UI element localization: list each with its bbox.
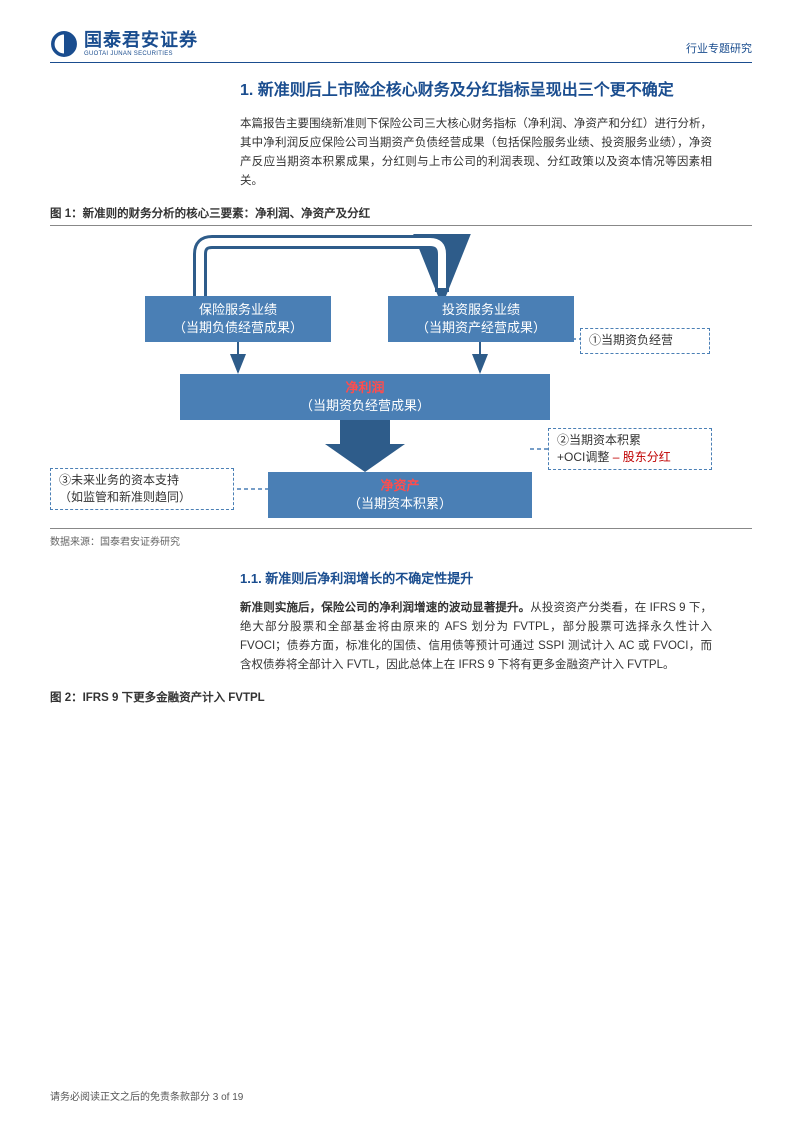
dash3-line1: ③未来业务的资本支持: [59, 472, 225, 489]
diagram-box-net-profit: 净利润 （当期资负经营成果）: [180, 374, 550, 420]
header-category: 行业专题研究: [686, 40, 752, 58]
box2-line1: 投资服务业绩: [396, 301, 566, 319]
box4-line1: 净资产: [276, 477, 524, 495]
figure-1-diagram: 保险服务业绩 （当期负债经营成果） 投资服务业绩 （当期资产经营成果） ①当期资…: [50, 234, 752, 524]
section-1-intro: 本篇报告主要围绕新准则下保险公司三大核心财务指标（净利润、净资产和分红）进行分析…: [240, 115, 712, 191]
diagram-dash-1: ①当期资负经营: [580, 328, 710, 354]
diagram-dash-2: ②当期资本积累 +OCI调整 – 股东分红: [548, 428, 712, 470]
page-header: 国泰君安证券 GUOTAI JUNAN SECURITIES 行业专题研究: [50, 30, 752, 63]
dash1-text: ①当期资负经营: [589, 332, 701, 349]
diagram-box-investment-service: 投资服务业绩 （当期资产经营成果）: [388, 296, 574, 342]
logo-block: 国泰君安证券 GUOTAI JUNAN SECURITIES: [50, 30, 198, 58]
para-bold: 新准则实施后，保险公司的净利润增速的波动显著提升。: [240, 602, 530, 614]
diagram-box-net-assets: 净资产 （当期资本积累）: [268, 472, 532, 518]
figure-1-caption: 图 1：新准则的财务分析的核心三要素：净利润、净资产及分红: [50, 205, 752, 226]
subsection-1-1-title: 1.1. 新准则后净利润增长的不确定性提升: [240, 568, 752, 587]
dash3-line2: （如监管和新准则趋同）: [59, 489, 225, 506]
dash2-line1: ②当期资本积累: [557, 432, 703, 449]
dash2-line2: +OCI调整 – 股东分红: [557, 449, 703, 466]
box2-line2: （当期资产经营成果）: [396, 319, 566, 337]
box4-line2: （当期资本积累）: [276, 495, 524, 513]
logo-text-cn: 国泰君安证券: [84, 31, 198, 51]
page-footer: 请务必阅读正文之后的免责条款部分 3 of 19: [50, 1088, 243, 1103]
figure-2-caption: 图 2：IFRS 9 下更多金融资产计入 FVTPL: [50, 689, 752, 709]
section-1-title: 1. 新准则后上市险企核心财务及分红指标呈现出三个更不确定: [240, 79, 712, 103]
company-logo-icon: [50, 30, 78, 58]
subsection-1-1-para: 新准则实施后，保险公司的净利润增速的波动显著提升。从投资资产分类看，在 IFRS…: [240, 599, 712, 675]
box3-line1: 净利润: [188, 379, 542, 397]
box3-line2: （当期资负经营成果）: [188, 397, 542, 415]
box1-line2: （当期负债经营成果）: [153, 319, 323, 337]
diagram-dash-3: ③未来业务的资本支持 （如监管和新准则趋同）: [50, 468, 234, 510]
box1-line1: 保险服务业绩: [153, 301, 323, 319]
figure-1-source: 数据来源：国泰君安证券研究: [50, 528, 752, 548]
diagram-box-insurance-service: 保险服务业绩 （当期负债经营成果）: [145, 296, 331, 342]
logo-text-en: GUOTAI JUNAN SECURITIES: [84, 51, 198, 58]
